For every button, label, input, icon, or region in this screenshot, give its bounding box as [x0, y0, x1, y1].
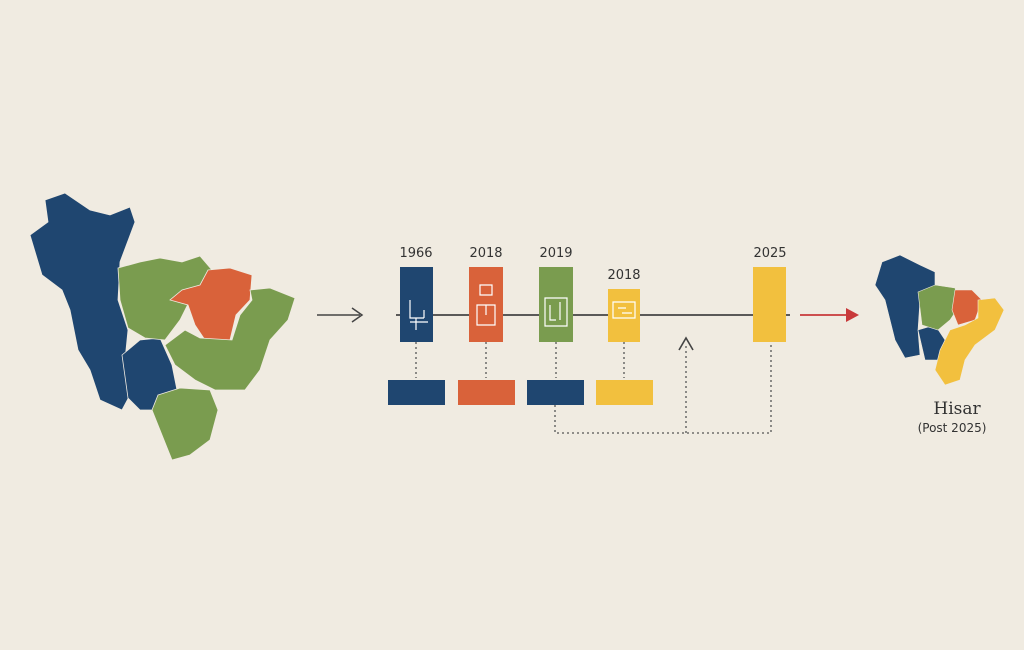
arrow-head [678, 336, 694, 351]
region [934, 297, 1005, 386]
result-subtitle: (Post 2025) [918, 421, 987, 435]
icon [409, 300, 428, 330]
block [458, 380, 515, 405]
map-before [29, 192, 296, 461]
arrow-head [846, 308, 859, 322]
year-label: 2025 [753, 246, 786, 261]
region [164, 287, 296, 391]
result-title: Hisar [933, 399, 981, 419]
timeline-box [539, 267, 573, 342]
icon [612, 301, 636, 319]
icon [544, 297, 568, 327]
icon [476, 284, 496, 326]
connector [554, 342, 772, 434]
year-label: 2019 [539, 246, 572, 261]
arrow-head [351, 307, 364, 323]
icons [409, 284, 636, 330]
map-after [874, 254, 1005, 386]
timeline-box [400, 267, 433, 342]
year-label: 2018 [607, 268, 640, 283]
connectors [415, 342, 772, 434]
block [527, 380, 584, 405]
year-label: 2018 [469, 246, 502, 261]
block [388, 380, 445, 405]
year-label: 1966 [399, 246, 432, 261]
block [596, 380, 653, 405]
timeline-box [753, 267, 786, 342]
region [151, 387, 219, 461]
